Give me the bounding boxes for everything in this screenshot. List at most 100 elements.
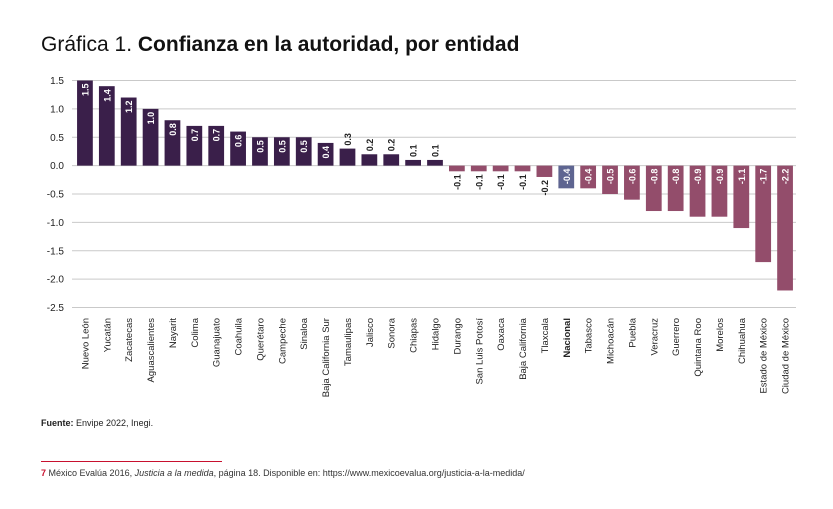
x-tick-label: Yucatán <box>102 318 113 352</box>
x-tick-label: Sonora <box>387 317 398 348</box>
bar <box>645 165 662 212</box>
x-tick-label: Oaxaca <box>496 317 507 350</box>
x-tick-label: Baja California Sur <box>321 318 332 397</box>
data-labels: 1.5 1.4 1.2 1.0 0.8 0.7 0.7 0.6 0.5 0.5 0.5 0.4 0.3 0… <box>80 84 790 196</box>
x-tick-label: Nayarit <box>168 318 179 348</box>
x-tick-label: Chiapas <box>409 318 420 353</box>
x-tick-label: Campeche <box>277 318 288 364</box>
bar <box>295 137 312 166</box>
data-label: 0.6 <box>234 135 244 148</box>
data-label: -0.9 <box>693 169 703 185</box>
y-tick-label: -2.5 <box>47 303 65 314</box>
bar <box>383 154 400 166</box>
data-label: -0.1 <box>518 174 528 190</box>
footnote-text-after: , página 18. Disponible en: https://www.… <box>213 468 525 478</box>
x-tick-label: Quintana Roo <box>693 318 704 377</box>
x-tick-label: Baja California <box>518 317 529 379</box>
data-label: 1.4 <box>102 89 112 102</box>
bar <box>667 165 684 212</box>
x-tick-label: Estado de México <box>759 318 770 394</box>
data-label: 0.3 <box>343 133 353 146</box>
data-label: 0.5 <box>255 140 265 153</box>
y-tick-label: -0.5 <box>47 190 65 201</box>
footnote-number: 7 <box>41 468 47 478</box>
y-tick-label: -1.0 <box>47 218 65 229</box>
data-label: 0.1 <box>431 144 441 157</box>
x-tick-label: Jalisco <box>365 318 376 347</box>
data-label: 1.5 <box>80 84 90 97</box>
x-tick-label: Guerrero <box>671 318 682 356</box>
x-tick-label: Zacatecas <box>124 318 135 362</box>
bar <box>361 154 378 166</box>
x-tick-label: Tabasco <box>584 318 595 353</box>
bar <box>689 165 706 217</box>
bar <box>755 165 772 263</box>
bar <box>777 165 793 291</box>
footnote: 7 México Evalúa 2016, Justicia a la medi… <box>41 468 525 478</box>
x-tick-label: Tlaxcala <box>540 317 551 353</box>
bar <box>164 120 181 166</box>
x-tick-label: Hidalgo <box>431 318 442 350</box>
bar <box>492 165 509 172</box>
bar <box>208 125 225 166</box>
x-tick-label: Ciudad de México <box>781 318 792 394</box>
data-label: -0.8 <box>671 169 681 185</box>
x-tick-label: Durango <box>452 318 463 354</box>
data-label: 0.2 <box>365 139 375 152</box>
data-label: 0.1 <box>409 144 419 157</box>
x-tick-label: Coahuila <box>234 317 245 355</box>
data-label: 0.8 <box>168 123 178 136</box>
x-tick-label: Nuevo León <box>80 318 91 369</box>
data-label: -0.4 <box>562 169 572 185</box>
chart-title-main: Confianza en la autoridad, por entidad <box>137 33 520 56</box>
chart-title-prefix: Gráfica 1. <box>41 33 133 56</box>
x-tick-label: Guanajuato <box>212 318 223 367</box>
data-label: -1.7 <box>759 169 769 185</box>
y-tick-label: 1.0 <box>50 104 64 115</box>
source-label: Fuente: <box>41 418 74 428</box>
footnote-text-before: México Evalúa 2016, <box>48 468 135 478</box>
footnote-divider <box>41 461 222 462</box>
data-label: 0.5 <box>277 140 287 153</box>
bar <box>427 159 443 166</box>
bar <box>405 159 421 166</box>
data-label: 0.7 <box>190 129 200 142</box>
bar <box>602 165 618 194</box>
data-label: -0.2 <box>540 180 550 196</box>
x-tick-label: Aguascalientes <box>146 318 157 383</box>
x-tick-label: Chihuahua <box>737 317 748 364</box>
bar <box>77 80 93 166</box>
x-tick-label: Puebla <box>627 317 638 347</box>
bar-chart: 1.51.00.50.0-0.5-1.0-1.5-2.0-2.5 1.5 1.41… <box>47 76 796 397</box>
source-note: Fuente: Envipe 2022, Inegi. <box>41 418 153 428</box>
x-tick-label: Veracruz <box>649 318 660 356</box>
bar <box>252 137 268 166</box>
y-tick-labels: 1.5 1.0 0.5 0.0 -0.5 -1.0 -1.5 -2.0 -2.5 <box>47 76 65 314</box>
data-label: -0.1 <box>496 174 506 190</box>
data-label: 0.2 <box>387 139 397 152</box>
source-text: Envipe 2022, Inegi. <box>76 418 154 428</box>
y-tick-label: 1.5 <box>50 76 64 87</box>
data-label: -0.6 <box>627 169 637 185</box>
data-label: -0.9 <box>715 169 725 185</box>
x-tick-label: San Luis Potosí <box>474 318 485 385</box>
y-tick-label: -1.5 <box>47 246 65 257</box>
grid-layer <box>72 80 796 308</box>
data-label: -0.8 <box>649 169 659 185</box>
bar <box>558 165 575 189</box>
x-tick-label: Sinaloa <box>299 317 310 349</box>
bar <box>339 148 356 166</box>
bar <box>230 131 246 166</box>
y-tick-label: 0.5 <box>50 133 64 144</box>
bar <box>317 142 334 166</box>
data-label: -0.4 <box>584 169 594 185</box>
data-label: 1.2 <box>124 101 134 114</box>
y-tick-label: -2.0 <box>47 275 65 286</box>
x-tick-label: Querétaro <box>255 318 266 361</box>
data-label: -2.2 <box>781 169 791 185</box>
bars <box>77 80 793 291</box>
bar <box>186 125 203 166</box>
bar <box>624 165 640 200</box>
data-label: -1.1 <box>737 169 747 185</box>
x-tick-label: Michoacán <box>606 318 617 364</box>
